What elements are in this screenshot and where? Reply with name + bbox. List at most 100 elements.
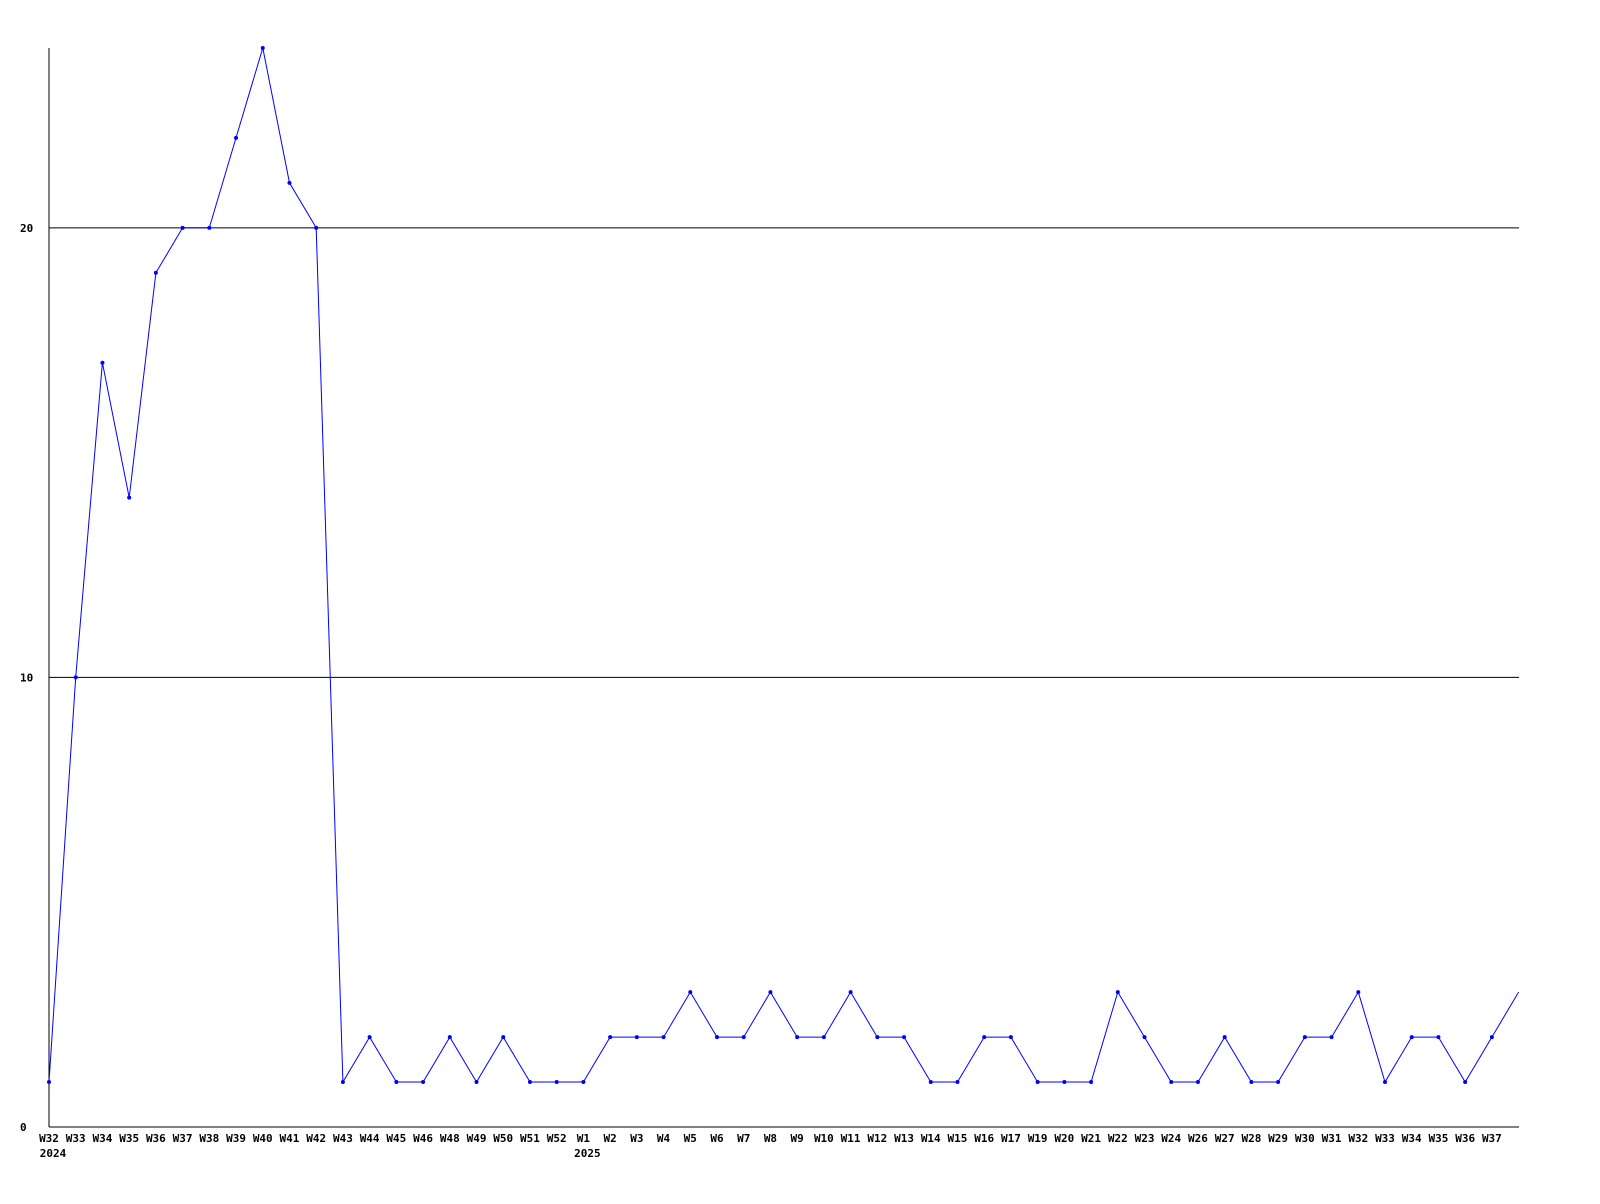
x-tick-label: W21: [1081, 1132, 1101, 1145]
x-tick-label: W20: [1054, 1132, 1074, 1145]
x-tick-label: W51: [520, 1132, 540, 1145]
data-point: [661, 1035, 666, 1040]
x-tick-label: W48: [440, 1132, 460, 1145]
x-tick-label: W30: [1295, 1132, 1315, 1145]
x-tick-label: W3: [630, 1132, 643, 1145]
x-tick-label: W27: [1215, 1132, 1235, 1145]
data-point: [234, 135, 239, 140]
y-tick-label: 0: [20, 1121, 27, 1134]
x-tick-label: W2: [603, 1132, 616, 1145]
data-point: [47, 1080, 51, 1085]
data-point: [928, 1080, 933, 1085]
data-point: [314, 225, 319, 230]
data-point: [1276, 1080, 1281, 1085]
x-tick-label: W32: [1348, 1132, 1368, 1145]
x-tick-label: W40: [253, 1132, 273, 1145]
data-point: [795, 1035, 800, 1040]
x-tick-label: W46: [413, 1132, 433, 1145]
x-tick-label: W31: [1322, 1132, 1342, 1145]
x-tick-label: W11: [841, 1132, 861, 1145]
data-point: [1249, 1080, 1254, 1085]
x-tick-label: W33: [1375, 1132, 1395, 1145]
data-point: [153, 270, 158, 275]
data-point: [1409, 1035, 1414, 1040]
data-point: [447, 1035, 452, 1040]
x-tick-label: W1: [577, 1132, 591, 1145]
x-tick-label: W38: [199, 1132, 219, 1145]
data-point: [474, 1080, 479, 1085]
data-point: [421, 1080, 426, 1085]
x-tick-label: W34: [93, 1132, 113, 1145]
data-point: [688, 990, 693, 995]
series-line: [48, 47, 1520, 1084]
x-tick-label: W34: [1402, 1132, 1422, 1145]
x-tick-label: W13: [894, 1132, 914, 1145]
x-tick-label: W37: [1482, 1132, 1502, 1145]
x-tick-label: W32: [39, 1132, 59, 1145]
data-point: [902, 1035, 907, 1040]
data-point: [1463, 1080, 1468, 1085]
data-point: [581, 1080, 586, 1085]
data-point: [1436, 1035, 1441, 1040]
year-label: 2024: [40, 1147, 67, 1160]
x-tick-label: W7: [737, 1132, 750, 1145]
year-label: 2025: [574, 1147, 601, 1160]
x-tick-label: W28: [1241, 1132, 1261, 1145]
x-tick-label: W24: [1161, 1132, 1181, 1145]
data-point: [1008, 1035, 1013, 1040]
data-point: [73, 675, 78, 680]
x-tick-label: W17: [1001, 1132, 1021, 1145]
x-tick-label: W9: [791, 1132, 804, 1145]
data-point: [1035, 1080, 1040, 1085]
y-tick-label: 20: [20, 222, 33, 235]
x-tick-label: W16: [974, 1132, 994, 1145]
data-point: [1383, 1080, 1387, 1085]
data-point: [1062, 1080, 1067, 1085]
data-point: [1142, 1035, 1147, 1040]
data-point: [1489, 1035, 1494, 1040]
data-point: [207, 225, 212, 230]
data-point: [1329, 1035, 1334, 1040]
data-point: [1195, 1080, 1200, 1085]
data-point: [501, 1035, 506, 1040]
x-tick-label: W5: [684, 1132, 697, 1145]
x-tick-label: W26: [1188, 1132, 1208, 1145]
data-point: [1302, 1035, 1307, 1040]
data-point: [554, 1080, 559, 1085]
data-point: [715, 1035, 719, 1040]
data-point: [768, 990, 773, 995]
data-point: [821, 1035, 826, 1040]
data-point: [875, 1035, 880, 1040]
x-tick-label: W49: [467, 1132, 487, 1145]
data-point: [180, 225, 185, 230]
data-point: [127, 495, 132, 500]
x-tick-label: W35: [119, 1132, 139, 1145]
data-point: [1356, 990, 1361, 995]
x-tick-label: W33: [66, 1132, 86, 1145]
x-tick-label: W39: [226, 1132, 246, 1145]
data-point: [608, 1035, 613, 1040]
x-tick-label: W41: [280, 1132, 300, 1145]
x-tick-label: W29: [1268, 1132, 1288, 1145]
data-point: [394, 1080, 399, 1085]
x-tick-label: W36: [1455, 1132, 1475, 1145]
data-point: [367, 1035, 372, 1040]
data-point: [741, 1035, 746, 1040]
data-point: [260, 46, 265, 50]
data-point: [982, 1035, 987, 1040]
data-point: [100, 360, 105, 365]
data-point: [1169, 1080, 1174, 1085]
x-tick-label: W19: [1028, 1132, 1048, 1145]
data-point: [287, 180, 292, 185]
x-tick-label: W50: [493, 1132, 513, 1145]
x-tick-label: W12: [867, 1132, 887, 1145]
x-tick-label: W15: [948, 1132, 968, 1145]
x-tick-label: W42: [306, 1132, 326, 1145]
data-point: [955, 1080, 960, 1085]
x-tick-label: W23: [1135, 1132, 1155, 1145]
x-tick-label: W22: [1108, 1132, 1128, 1145]
x-tick-label: W6: [710, 1132, 724, 1145]
x-tick-label: W4: [657, 1132, 671, 1145]
x-tick-label: W35: [1429, 1132, 1449, 1145]
